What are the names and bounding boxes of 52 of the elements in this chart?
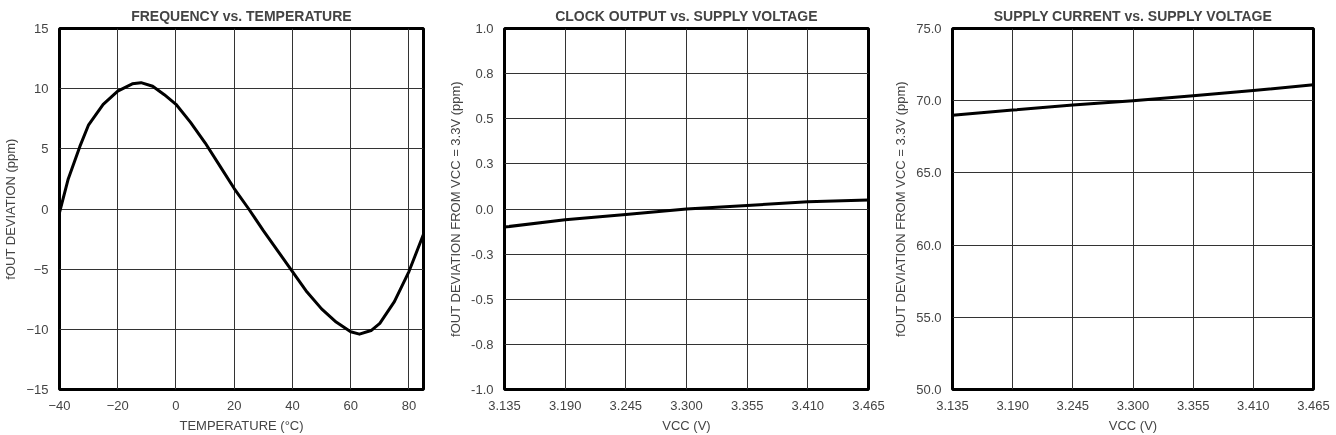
x-tick-label: 3.465 [852, 397, 885, 413]
y-axis-title: fOUT DEVIATION FROM VCC = 3.3V (ppm) [448, 81, 464, 337]
y-tick-label: 1.0 [475, 21, 494, 36]
y-tick-label: 50.0 [916, 382, 942, 397]
y-tick-label: -1.0 [471, 382, 494, 397]
x-tick-label: 3.410 [1237, 397, 1270, 413]
x-axis-title: TEMPERATURE (°C) [179, 417, 304, 433]
x-tick-label: 3.245 [609, 397, 643, 413]
x-tick-label: 3.300 [670, 397, 703, 413]
y-tick-label: -0.5 [471, 291, 494, 307]
y-tick-label: 15 [34, 21, 49, 36]
y-tick-label: 70.0 [916, 93, 942, 109]
y-tick-label: 55.0 [916, 309, 942, 325]
y-tick-label: 10 [34, 81, 49, 97]
x-axis-title: VCC (V) [662, 417, 711, 433]
chart-title: FREQUENCY vs. TEMPERATURE [131, 7, 352, 24]
y-tick-label: 0.8 [475, 66, 494, 82]
y-tick-label: 60.0 [916, 237, 942, 253]
x-axis-title: VCC (V) [1108, 417, 1158, 433]
y-tick-label: −5 [33, 261, 49, 277]
y-tick-label: −15 [26, 382, 49, 397]
chart-title: SUPPLY CURRENT vs. SUPPLY VOLTAGE [993, 7, 1272, 24]
y-axis-title: fOUT DEVIATION FROM VCC = 3.3V (ppm) [893, 81, 909, 337]
x-tick-label: 3.355 [1176, 397, 1210, 413]
y-tick-label: 0.3 [475, 156, 494, 172]
x-tick-label: 0 [172, 397, 180, 413]
x-tick-label: 40 [285, 397, 300, 413]
x-tick-label: 80 [401, 397, 417, 413]
x-tick-label: 3.135 [488, 397, 521, 413]
x-tick-label: 3.190 [548, 397, 582, 413]
y-axis-title: fOUT DEVIATION (ppm) [3, 138, 19, 280]
x-tick-label: 60 [343, 397, 358, 413]
y-tick-label: 0.5 [475, 111, 494, 127]
y-tick-label: -0.3 [471, 246, 494, 262]
y-tick-label: 65.0 [916, 165, 942, 181]
y-tick-label: 5 [41, 141, 49, 157]
x-tick-label: 3.300 [1116, 397, 1150, 413]
x-tick-label: 3.135 [936, 397, 969, 413]
x-tick-label: 3.245 [1056, 397, 1090, 413]
chart-title: CLOCK OUTPUT vs. SUPPLY VOLTAGE [555, 7, 818, 24]
y-tick-label: 0 [41, 201, 49, 217]
y-tick-label: -0.8 [471, 336, 494, 352]
x-tick-label: 3.355 [730, 397, 764, 413]
y-tick-label: 0.0 [475, 201, 494, 217]
x-tick-label: 3.190 [996, 397, 1029, 413]
x-tick-label: −20 [106, 397, 129, 413]
x-tick-label: −40 [48, 397, 71, 413]
x-tick-label: 3.465 [1297, 397, 1330, 413]
y-tick-label: 75.0 [916, 21, 942, 36]
x-tick-label: 3.410 [791, 397, 825, 413]
x-tick-label: 20 [226, 397, 242, 413]
y-tick-label: −10 [26, 321, 49, 337]
